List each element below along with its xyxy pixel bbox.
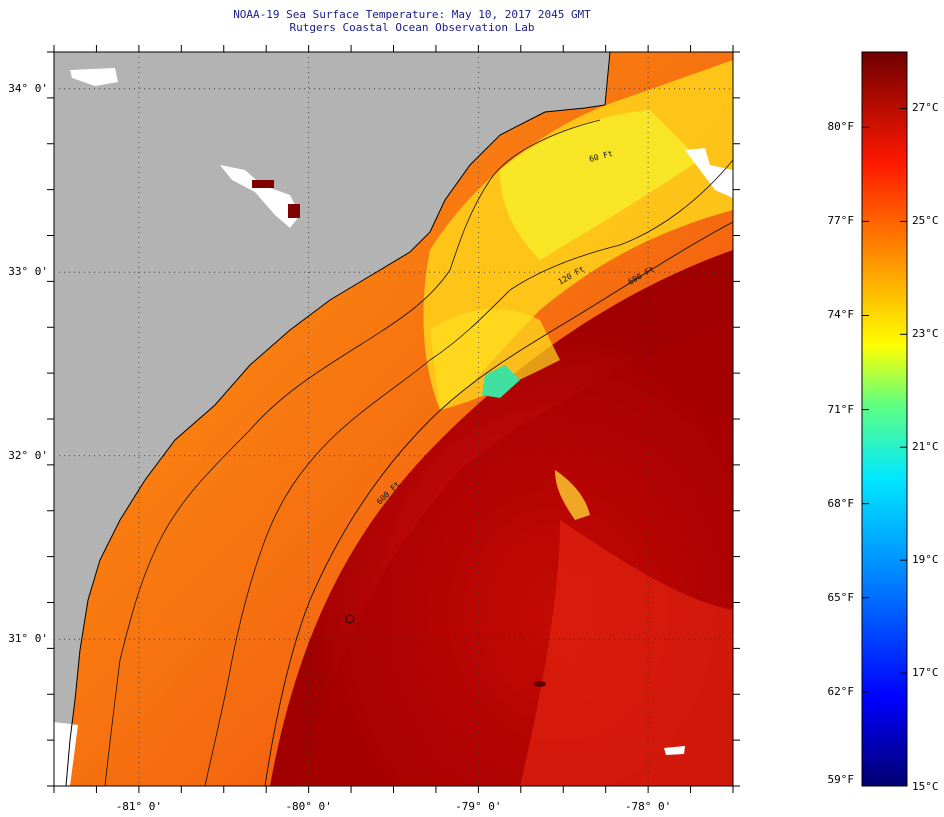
isobath-600ft [264, 221, 733, 786]
offshore-warm-water [520, 520, 733, 786]
latitude-label: 32° 0' [8, 448, 48, 462]
cloud-patch [664, 746, 685, 755]
longitude-label: -81° 0' [115, 800, 163, 813]
cloud-patch [54, 722, 78, 786]
colorbar-f-label: 62°F [827, 684, 855, 698]
colorbar [861, 51, 908, 787]
colorbar-c-label: 23°C [912, 327, 939, 341]
buoy-marker [345, 614, 355, 624]
cool-tongue [430, 309, 560, 410]
latitude-label: 31° 0' [8, 632, 48, 646]
map-image [54, 52, 733, 786]
colorbar-f-label: 71°F [827, 402, 855, 416]
hot-pixel-patch [534, 681, 546, 687]
land-mass [54, 52, 610, 786]
map-ticks [47, 45, 740, 793]
graticule [54, 52, 733, 786]
colorbar-c-label: 19°C [912, 553, 939, 567]
latitude-label: 34° 0' [8, 81, 48, 95]
longitude-label: -79° 0' [455, 800, 502, 813]
coastline [65, 52, 611, 786]
colorbar-c-label: 15°C [912, 780, 939, 793]
colorbar-c-label: 25°C [912, 214, 939, 228]
longitude-label: -80° 0' [285, 800, 332, 813]
coldest-shelf-water [500, 110, 700, 260]
colorbar-c-label: 27°C [912, 101, 939, 115]
colorbar-f-label: 74°F [827, 308, 855, 322]
hot-pixel-patch [252, 180, 274, 188]
colorbar-f-label: 65°F [827, 590, 855, 604]
map-subtitle: Rutgers Coastal Ocean Observation Lab [289, 21, 535, 34]
cloud-patch [685, 148, 733, 198]
latitude-label: 33° 0' [8, 265, 48, 279]
isobath-120ft [204, 159, 733, 786]
hot-pixel-patch [288, 204, 300, 218]
cool-eddy [555, 470, 590, 520]
colorbar-ticks [862, 107, 907, 787]
colorbar-f-label: 80°F [827, 120, 855, 134]
colorbar-f-label: 77°F [827, 214, 855, 228]
colorbar-f-label: 59°F [827, 773, 855, 786]
map-title: NOAA-19 Sea Surface Temperature: May 10,… [233, 8, 591, 21]
isobath-60ft [104, 119, 601, 786]
cloud-patch [70, 68, 118, 86]
colorbar-f-label: 68°F [827, 496, 855, 510]
colorbar-c-label: 17°C [912, 666, 939, 680]
longitude-label: -78° 0' [624, 800, 672, 813]
colorbar-c-label: 21°C [912, 440, 939, 454]
cloud-patch [220, 165, 300, 228]
cold-patch [482, 365, 520, 398]
